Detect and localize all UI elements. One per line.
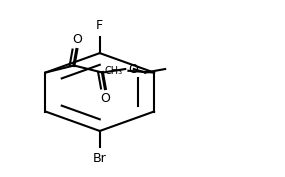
Text: Br: Br bbox=[93, 152, 107, 165]
Text: F: F bbox=[96, 19, 103, 32]
Text: CH₃: CH₃ bbox=[105, 66, 123, 76]
Text: O: O bbox=[128, 62, 138, 76]
Text: O: O bbox=[100, 92, 110, 105]
Text: O: O bbox=[72, 33, 82, 46]
